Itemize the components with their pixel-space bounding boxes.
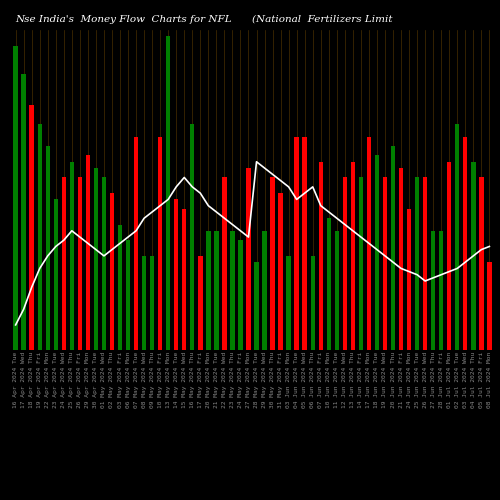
Bar: [78, 178, 82, 350]
Bar: [238, 240, 242, 350]
Bar: [150, 256, 154, 350]
Text: (National  Fertilizers Limit: (National Fertilizers Limit: [252, 14, 393, 24]
Bar: [278, 193, 283, 350]
Bar: [230, 231, 234, 350]
Bar: [286, 256, 291, 350]
Bar: [214, 231, 218, 350]
Bar: [62, 178, 66, 350]
Bar: [54, 200, 58, 350]
Bar: [270, 178, 275, 350]
Bar: [70, 162, 74, 350]
Bar: [22, 74, 26, 350]
Bar: [399, 168, 404, 350]
Bar: [206, 231, 210, 350]
Bar: [439, 231, 444, 350]
Bar: [134, 136, 138, 350]
Bar: [350, 162, 355, 350]
Bar: [166, 36, 170, 350]
Bar: [334, 231, 339, 350]
Bar: [471, 162, 476, 350]
Bar: [479, 178, 484, 350]
Bar: [46, 146, 50, 350]
Bar: [415, 178, 420, 350]
Bar: [407, 209, 412, 350]
Bar: [254, 262, 258, 350]
Bar: [431, 231, 436, 350]
Bar: [174, 200, 178, 350]
Bar: [487, 262, 492, 350]
Bar: [262, 231, 267, 350]
Bar: [447, 162, 452, 350]
Bar: [190, 124, 194, 350]
Bar: [246, 168, 250, 350]
Bar: [423, 178, 428, 350]
Bar: [30, 106, 34, 350]
Bar: [222, 178, 226, 350]
Bar: [310, 256, 315, 350]
Text: Nse India's  Money Flow  Charts for NFL: Nse India's Money Flow Charts for NFL: [15, 14, 232, 24]
Bar: [383, 178, 387, 350]
Bar: [391, 146, 395, 350]
Bar: [375, 156, 379, 350]
Bar: [358, 178, 363, 350]
Bar: [14, 46, 18, 350]
Bar: [142, 256, 146, 350]
Bar: [86, 156, 90, 350]
Bar: [318, 162, 323, 350]
Bar: [110, 193, 114, 350]
Bar: [158, 136, 162, 350]
Bar: [455, 124, 460, 350]
Bar: [102, 178, 106, 350]
Bar: [366, 136, 371, 350]
Bar: [463, 136, 468, 350]
Bar: [294, 136, 299, 350]
Bar: [326, 218, 331, 350]
Bar: [182, 209, 186, 350]
Bar: [38, 124, 42, 350]
Bar: [126, 240, 130, 350]
Bar: [94, 168, 98, 350]
Bar: [302, 136, 307, 350]
Bar: [198, 256, 202, 350]
Bar: [118, 224, 122, 350]
Bar: [342, 178, 347, 350]
